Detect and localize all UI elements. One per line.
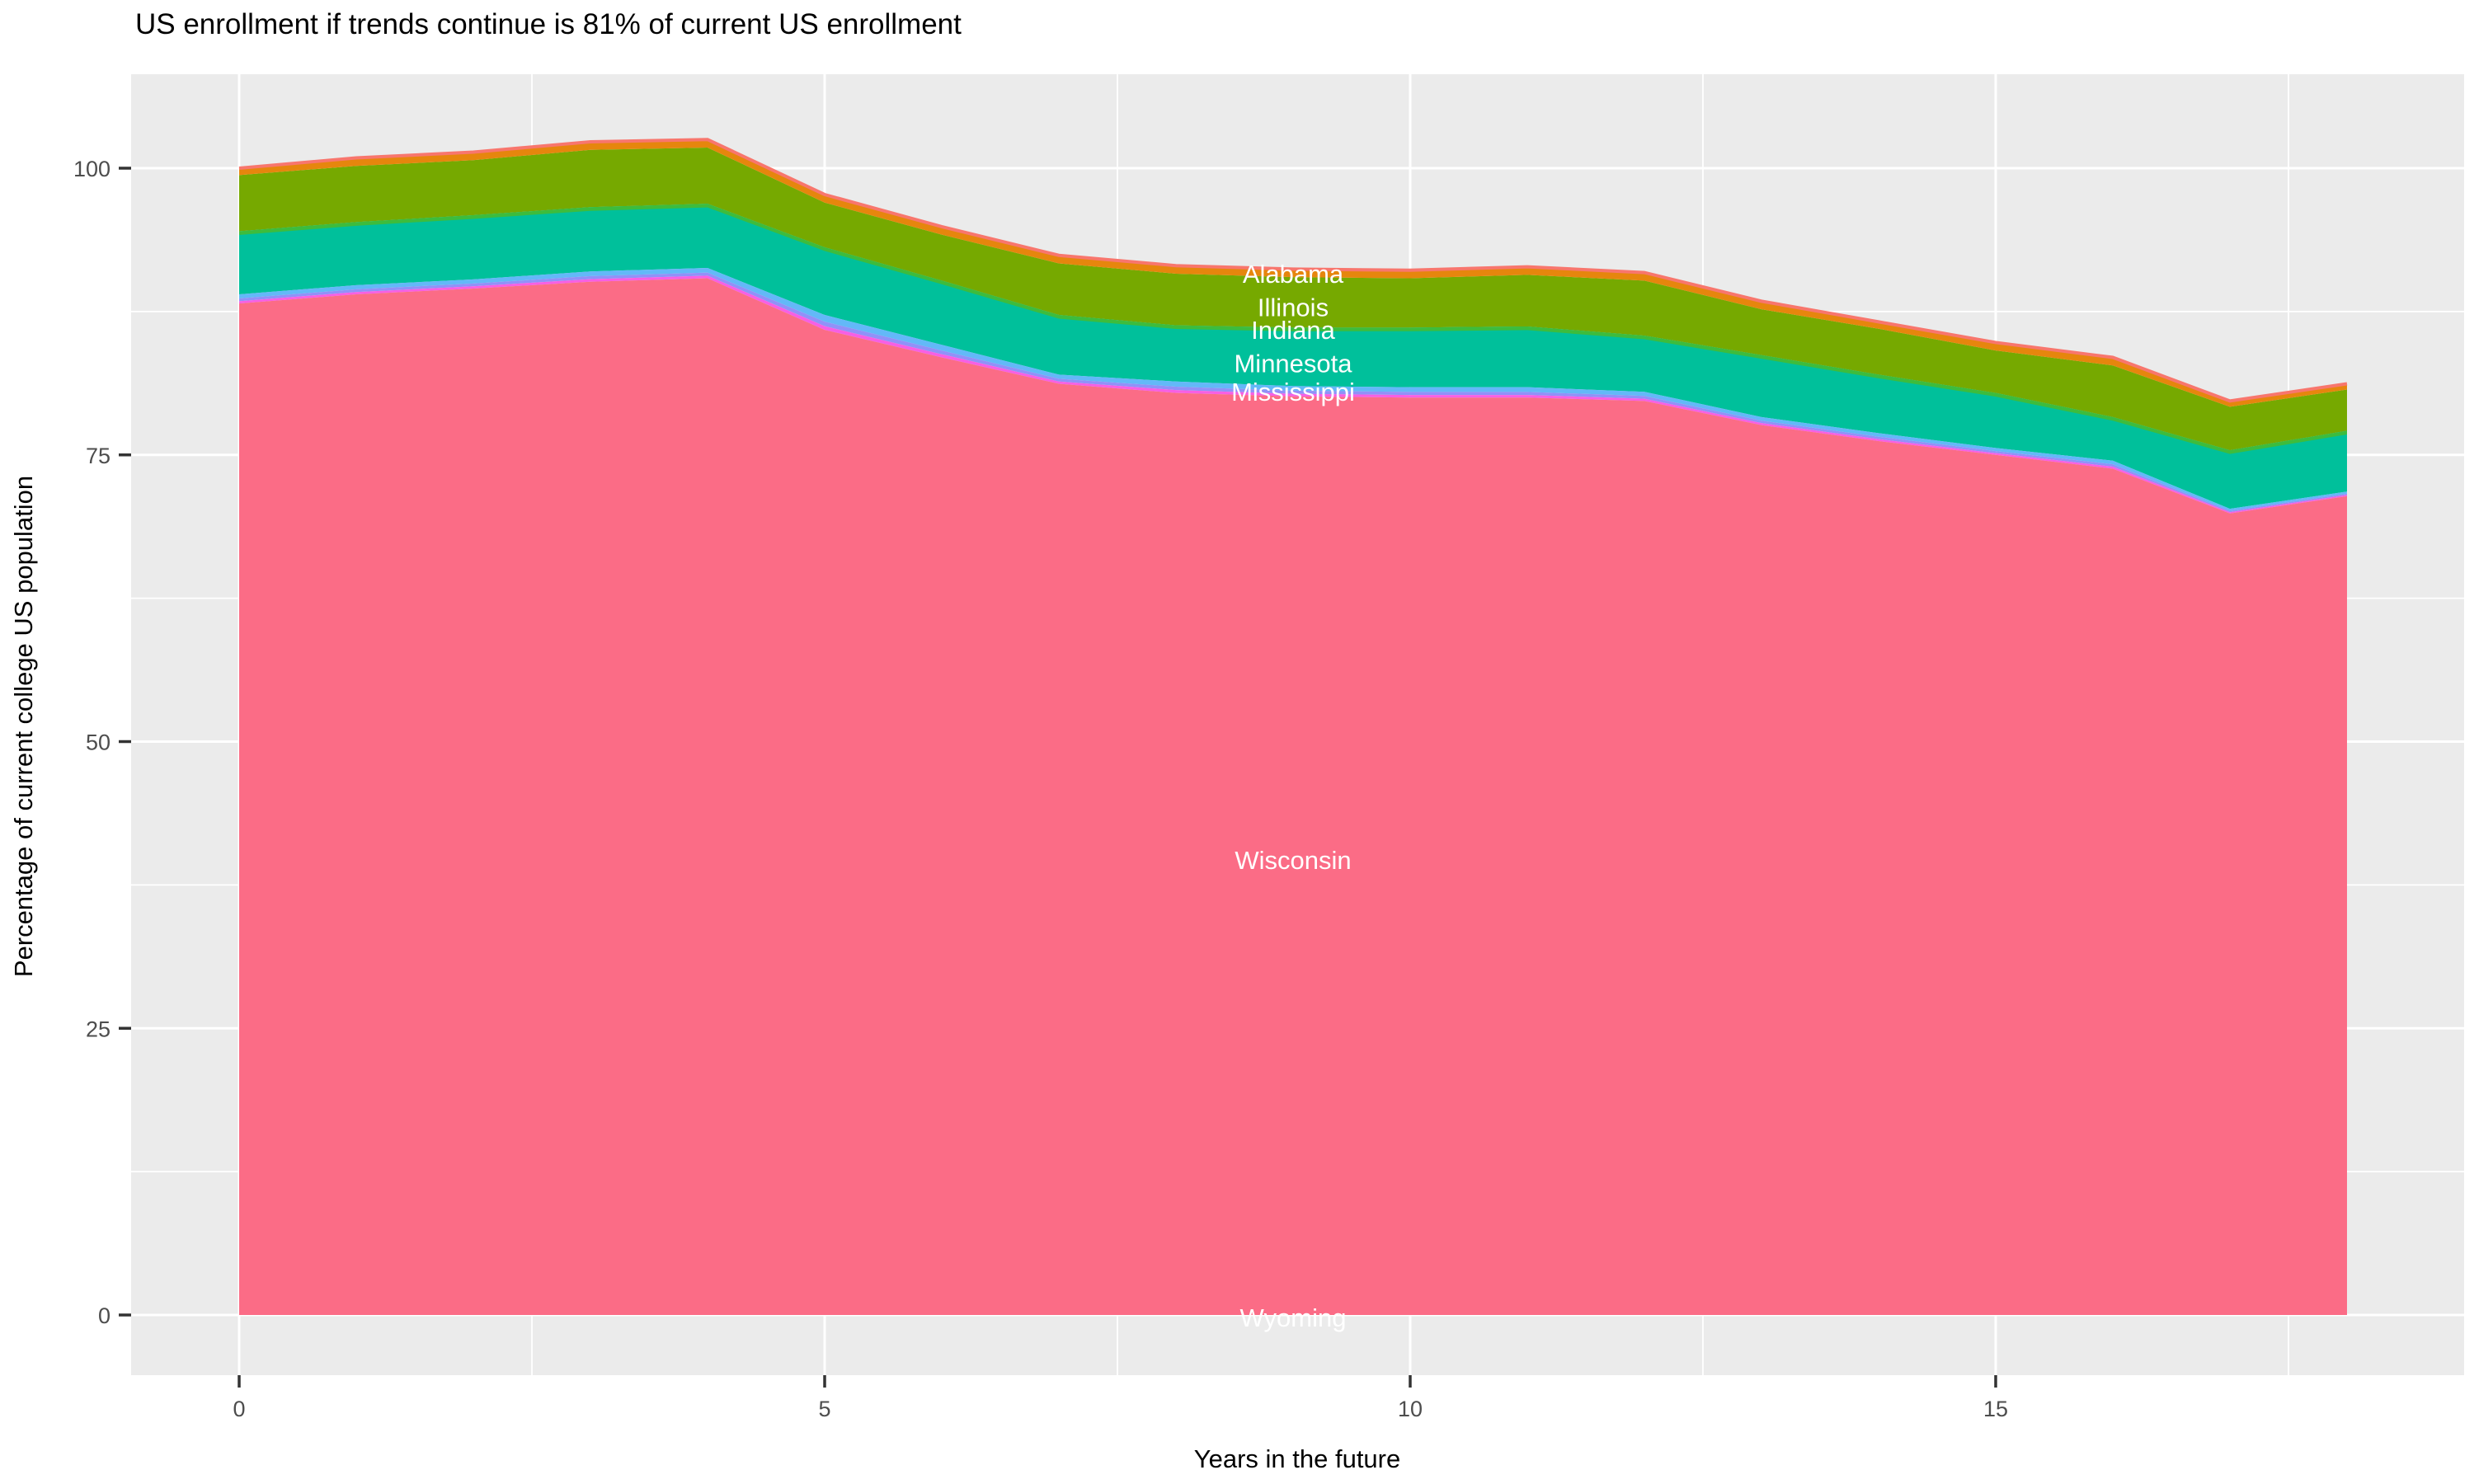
area-mississippi-stripe-periwinkle bbox=[239, 272, 2347, 513]
state-label-illinois: Illinois bbox=[1258, 293, 1329, 322]
y-tick-label: 75 bbox=[86, 444, 111, 468]
area-mississippi-stripe-blue bbox=[239, 268, 2347, 511]
state-label-indiana: Indiana bbox=[1251, 316, 1335, 345]
state-label-wisconsin: Wisconsin bbox=[1235, 846, 1351, 875]
state-label-wyoming: Wyoming bbox=[1240, 1303, 1347, 1332]
x-tick-label: 10 bbox=[1398, 1397, 1423, 1421]
state-label-alabama: Alabama bbox=[1243, 260, 1344, 289]
area-alabama bbox=[239, 139, 2347, 407]
area-indiana-stripe bbox=[239, 204, 2347, 454]
y-tick-label: 50 bbox=[86, 730, 111, 755]
x-tick-label: 5 bbox=[818, 1397, 830, 1421]
x-tick-label: 15 bbox=[1983, 1397, 2008, 1421]
y-tick-label: 100 bbox=[73, 157, 111, 181]
state-label-mississippi: Mississippi bbox=[1231, 378, 1355, 406]
area-minnesota bbox=[239, 204, 2347, 510]
area-wisconsin bbox=[239, 278, 2347, 1315]
area-illinois bbox=[239, 147, 2347, 451]
x-tick-label: 0 bbox=[233, 1397, 245, 1421]
x-axis-title: Years in the future bbox=[1193, 1444, 1401, 1473]
state-label-minnesota: Minnesota bbox=[1234, 349, 1352, 378]
chart-title: US enrollment if trends continue is 81% … bbox=[135, 8, 962, 40]
stack-top-line bbox=[238, 138, 2348, 403]
area-mississippi-stripe-magenta bbox=[239, 275, 2347, 514]
y-tick-label: 25 bbox=[86, 1017, 111, 1041]
y-tick-label: 0 bbox=[98, 1303, 111, 1328]
